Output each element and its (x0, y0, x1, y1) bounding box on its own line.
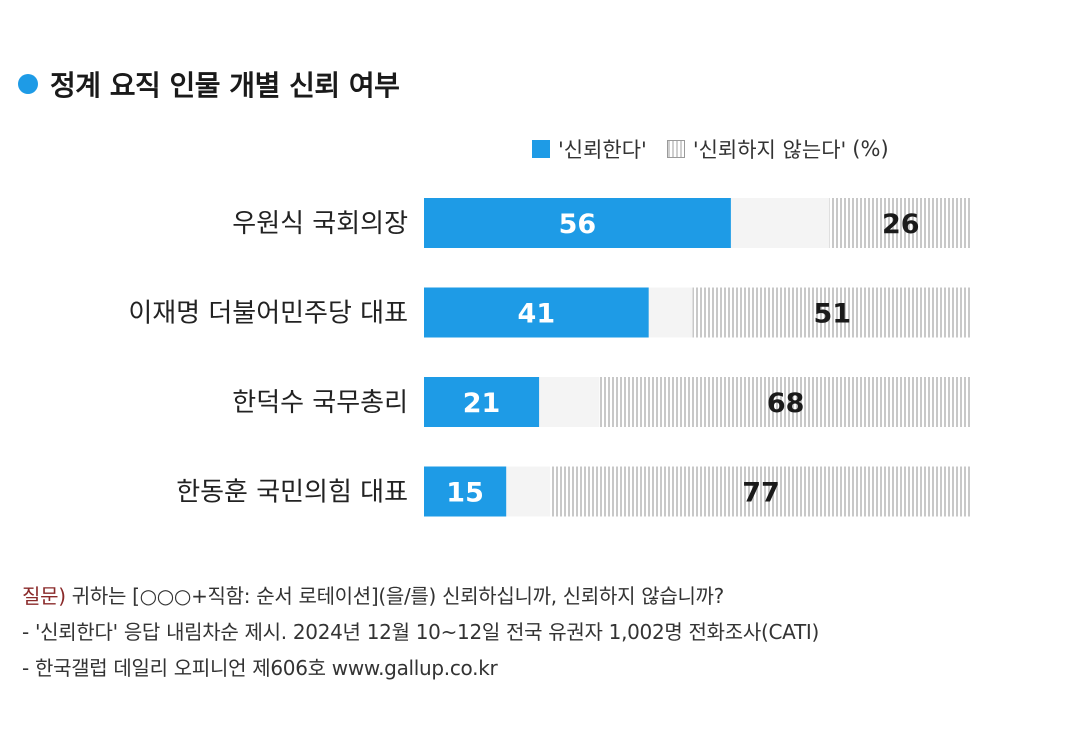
legend-label-trust: '신뢰한다' (558, 138, 647, 162)
question-text: 귀하는 [○○○+직함: 순서 로테이션](을/를) 신뢰하십니까, 신뢰하지 … (65, 584, 725, 608)
bar-distrust-4 (550, 466, 972, 517)
chart-title-row: 정계 요직 인물 개별 신뢰 여부 (18, 64, 400, 104)
bar-trust-1 (424, 198, 731, 248)
category-label-1: 우원식 국회의장 (232, 209, 408, 239)
chart-title: 정계 요직 인물 개별 신뢰 여부 (50, 69, 400, 102)
legend-swatch-distrust (666, 140, 685, 158)
bar-distrust-2 (692, 287, 972, 338)
category-label-4: 한동훈 국민의힘 대표 (176, 478, 408, 508)
method-note: - '신뢰한다' 응답 내림차순 제시. 2024년 12월 10~12일 전국… (22, 620, 819, 644)
value-label-distrust-4: 77 (742, 478, 780, 509)
value-label-distrust-3: 68 (767, 388, 805, 419)
bar-trust-4 (424, 466, 507, 517)
bar-distrust-1 (829, 198, 972, 248)
title-bullet-icon (18, 74, 38, 94)
legend-unit: (%) (852, 137, 889, 161)
footnotes: 질문) 귀하는 [○○○+직함: 순서 로테이션](을/를) 신뢰하십니까, 신… (22, 578, 819, 686)
value-label-trust-1: 56 (559, 209, 597, 240)
question-label: 질문) (22, 584, 66, 608)
bar-trust-2 (424, 287, 649, 338)
value-label-distrust-2: 51 (813, 299, 851, 330)
bar-chart: 우원식 국회의장 56 26 이재명 더불어민주당 대표 41 51 한덕수 국무총리 21 6… (128, 198, 972, 517)
value-label-trust-2: 41 (518, 299, 556, 330)
value-label-distrust-1: 26 (882, 209, 920, 240)
source-note: - 한국갤럽 데일리 오피니언 제606호 www.gallup.co.kr (22, 656, 498, 680)
legend-label-distrust: '신뢰하지 않는다' (692, 138, 847, 162)
legend-swatch-trust (532, 140, 550, 158)
bar-distrust-3 (599, 377, 972, 427)
value-label-trust-4: 15 (446, 478, 484, 509)
bar-trust-3 (424, 377, 540, 427)
category-label-3: 한덕수 국무총리 (232, 388, 408, 418)
value-label-trust-3: 21 (463, 388, 501, 419)
question-line: 질문) 귀하는 [○○○+직함: 순서 로테이션](을/를) 신뢰하십니까, 신… (22, 578, 819, 614)
chart-legend: '신뢰한다' '신뢰하지 않는다' (%) (532, 134, 889, 164)
category-label-2: 이재명 더불어민주당 대표 (128, 299, 408, 329)
